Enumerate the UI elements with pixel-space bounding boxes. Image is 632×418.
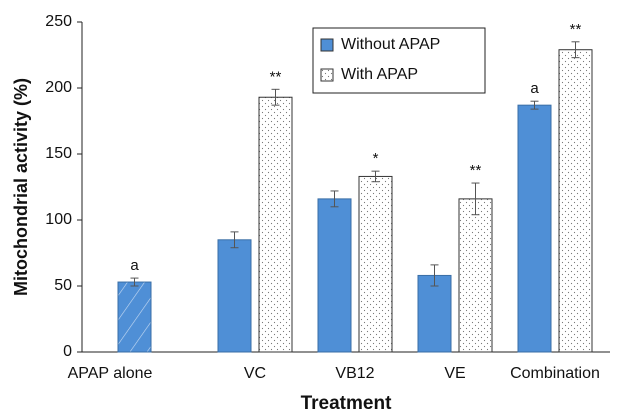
x-tick-label: VE	[444, 365, 465, 382]
y-tick-label: 100	[45, 211, 72, 228]
bar	[117, 281, 152, 353]
error-bar	[271, 88, 280, 106]
x-tick-label: APAP alone	[68, 365, 153, 382]
bar	[258, 96, 293, 353]
error-bar	[530, 100, 539, 110]
bar	[217, 239, 252, 353]
legend-label: With APAP	[341, 66, 418, 83]
x-axis-title: Treatment	[301, 393, 392, 414]
y-tick-label: 50	[54, 277, 72, 294]
bar	[558, 49, 593, 353]
bar	[358, 175, 393, 353]
annotation: *	[373, 150, 379, 167]
y-tick-label: 150	[45, 145, 72, 162]
error-bar	[571, 41, 580, 59]
bar	[517, 104, 552, 353]
error-bar	[430, 264, 439, 287]
legend-label: Without APAP	[341, 36, 440, 53]
x-tick-label: VB12	[335, 365, 374, 382]
error-bar	[371, 170, 380, 183]
error-bar	[471, 182, 480, 216]
error-bar	[330, 190, 339, 208]
y-tick-label: 200	[45, 79, 72, 96]
x-tick-label: VC	[244, 365, 266, 382]
error-bar	[230, 231, 239, 249]
annotation: **	[270, 68, 282, 85]
annotation: **	[570, 21, 582, 38]
bar	[417, 274, 452, 353]
annotation: a	[530, 80, 539, 97]
bar	[458, 198, 493, 353]
bar	[317, 198, 352, 353]
annotation: a	[130, 257, 139, 274]
x-tick-label: Combination	[510, 365, 600, 382]
legend-swatch	[320, 68, 334, 82]
y-axis-title: Mitochondrial activity (%)	[11, 78, 31, 296]
y-tick-label: 0	[63, 343, 72, 360]
legend-swatch	[320, 38, 334, 52]
y-tick-label: 250	[45, 13, 72, 30]
error-bar	[130, 277, 139, 287]
annotation: **	[470, 162, 482, 179]
legend-box	[312, 27, 486, 94]
